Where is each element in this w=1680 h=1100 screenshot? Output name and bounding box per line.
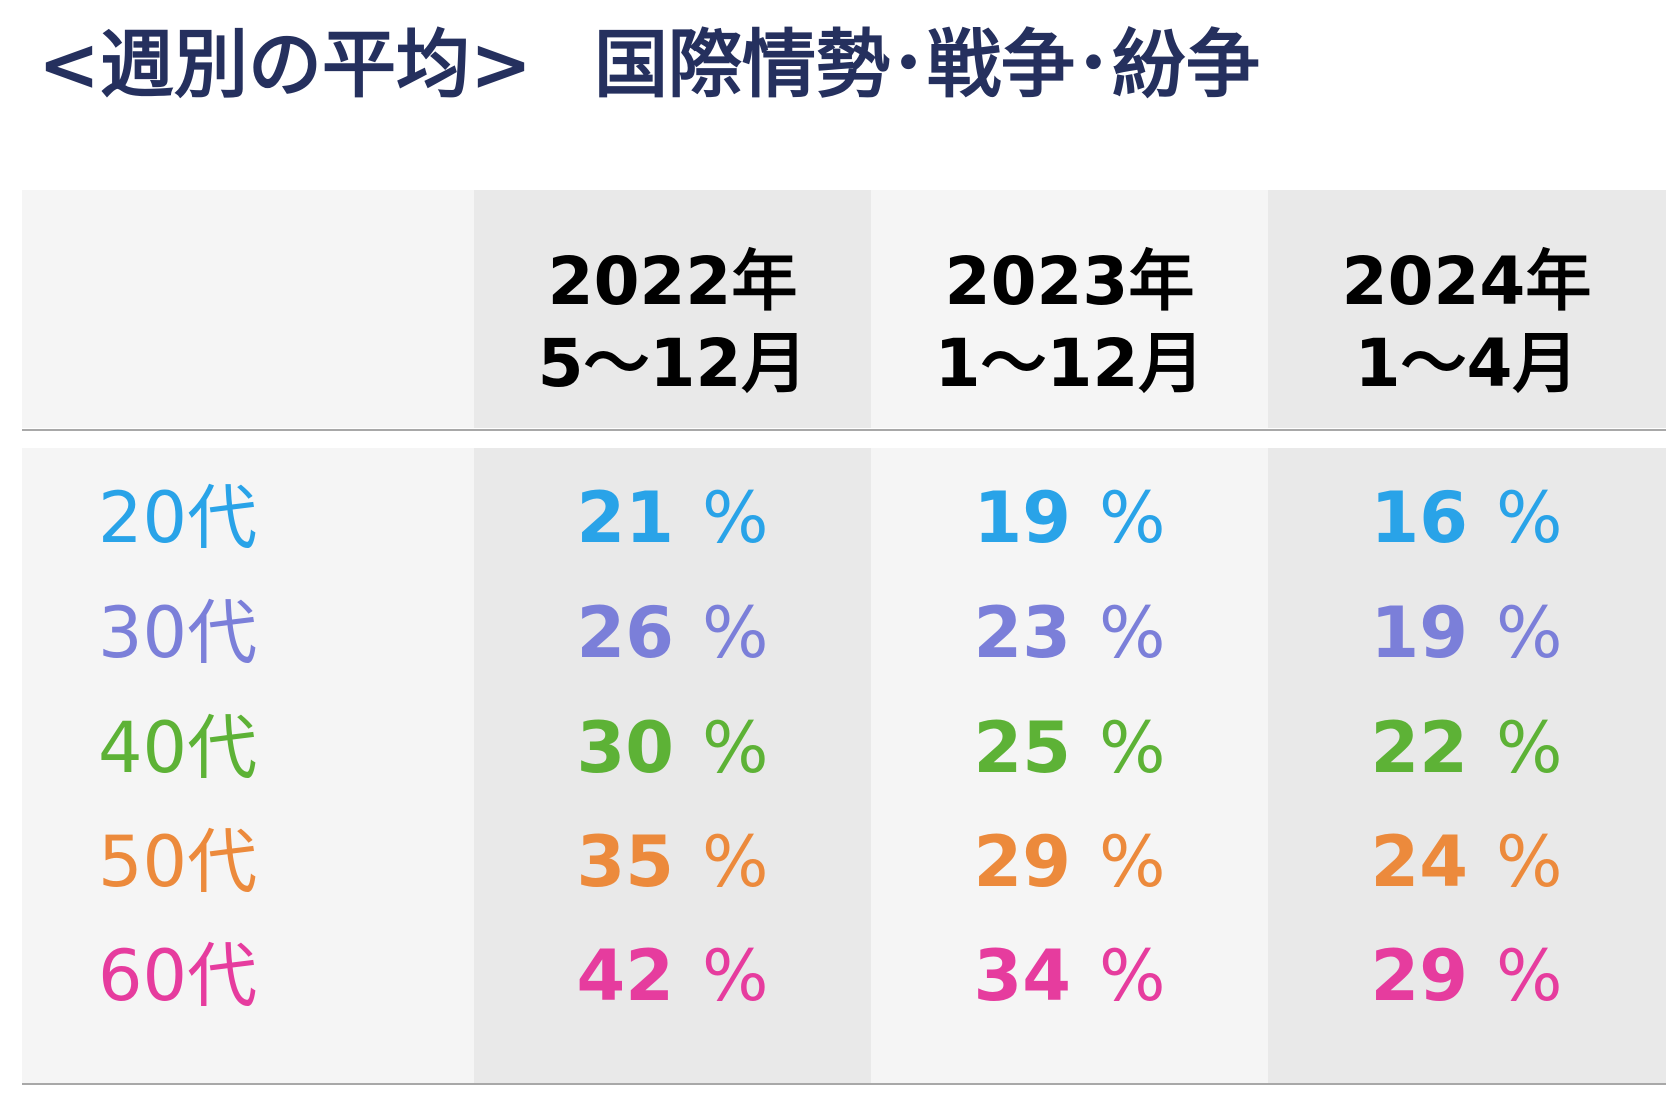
cell-unit: % [1495, 477, 1563, 559]
column-year-label: 2022年 [547, 243, 798, 320]
table-cell: 35% [474, 814, 871, 910]
column-year-label: 2023年 [944, 243, 1195, 320]
cell-unit: % [701, 821, 769, 903]
cell-value: 35 [576, 821, 674, 903]
cell-value: 23 [973, 592, 1071, 674]
column-header-2: 2023年 1～12月 [871, 238, 1268, 408]
row-label: 40代 [98, 707, 258, 789]
cell-unit: % [1098, 477, 1166, 559]
table-header-band [22, 190, 1666, 428]
table-bottom-rule [22, 1083, 1666, 1085]
table-cell: 19% [1268, 585, 1665, 681]
column-header-1: 2022年 5～12月 [474, 238, 871, 408]
table-cell: 29% [1268, 928, 1665, 1024]
cell-unit: % [701, 707, 769, 789]
cell-unit: % [1495, 707, 1563, 789]
table-cell: 26% [474, 585, 871, 681]
cell-value: 29 [973, 821, 1071, 903]
cell-unit: % [701, 592, 769, 674]
cell-unit: % [1098, 592, 1166, 674]
data-table: 2022年 5～12月 2023年 1～12月 2024年 1～4月 20代 21% 19% 16… [22, 190, 1666, 1085]
cell-unit: % [701, 935, 769, 1017]
column-period-label: 1～12月 [934, 325, 1205, 402]
column-year-label: 2024年 [1341, 243, 1592, 320]
cell-unit: % [1098, 707, 1166, 789]
cell-unit: % [1495, 821, 1563, 903]
column-header-3: 2024年 1～4月 [1268, 238, 1665, 408]
cell-value: 29 [1370, 935, 1468, 1017]
cell-unit: % [701, 477, 769, 559]
cell-value: 22 [1370, 707, 1468, 789]
cell-value: 16 [1370, 477, 1468, 559]
table-cell: 22% [1268, 700, 1665, 796]
title-topic: 国際情勢･戦争･紛争 [594, 22, 1261, 108]
cell-value: 30 [576, 707, 674, 789]
cell-value: 21 [576, 477, 674, 559]
cell-unit: % [1098, 935, 1166, 1017]
table-body-band [22, 448, 1666, 1085]
table-cell: 21% [474, 470, 871, 566]
table-cell: 42% [474, 928, 871, 1024]
cell-unit: % [1495, 592, 1563, 674]
title-prefix: <週別の平均> [38, 22, 533, 108]
cell-value: 42 [576, 935, 674, 1017]
table-cell: 25% [871, 700, 1268, 796]
row-label: 50代 [98, 821, 258, 903]
cell-unit: % [1098, 821, 1166, 903]
page-title: <週別の平均> 国際情勢･戦争･紛争 [38, 10, 1260, 120]
table-cell: 23% [871, 585, 1268, 681]
table-cell: 30% [474, 700, 871, 796]
cell-value: 26 [576, 592, 674, 674]
row-label: 20代 [98, 477, 258, 559]
cell-value: 24 [1370, 821, 1468, 903]
cell-value: 34 [973, 935, 1071, 1017]
cell-value: 19 [1370, 592, 1468, 674]
cell-value: 25 [973, 707, 1071, 789]
cell-unit: % [1495, 935, 1563, 1017]
row-label: 30代 [98, 592, 258, 674]
cell-value: 19 [973, 477, 1071, 559]
table-cell: 16% [1268, 470, 1665, 566]
table-cell: 24% [1268, 814, 1665, 910]
row-label: 60代 [98, 935, 258, 1017]
header-divider [22, 429, 1666, 431]
table-cell: 29% [871, 814, 1268, 910]
table-cell: 19% [871, 470, 1268, 566]
column-period-label: 5～12月 [537, 325, 808, 402]
table-cell: 34% [871, 928, 1268, 1024]
column-period-label: 1～4月 [1354, 325, 1579, 402]
